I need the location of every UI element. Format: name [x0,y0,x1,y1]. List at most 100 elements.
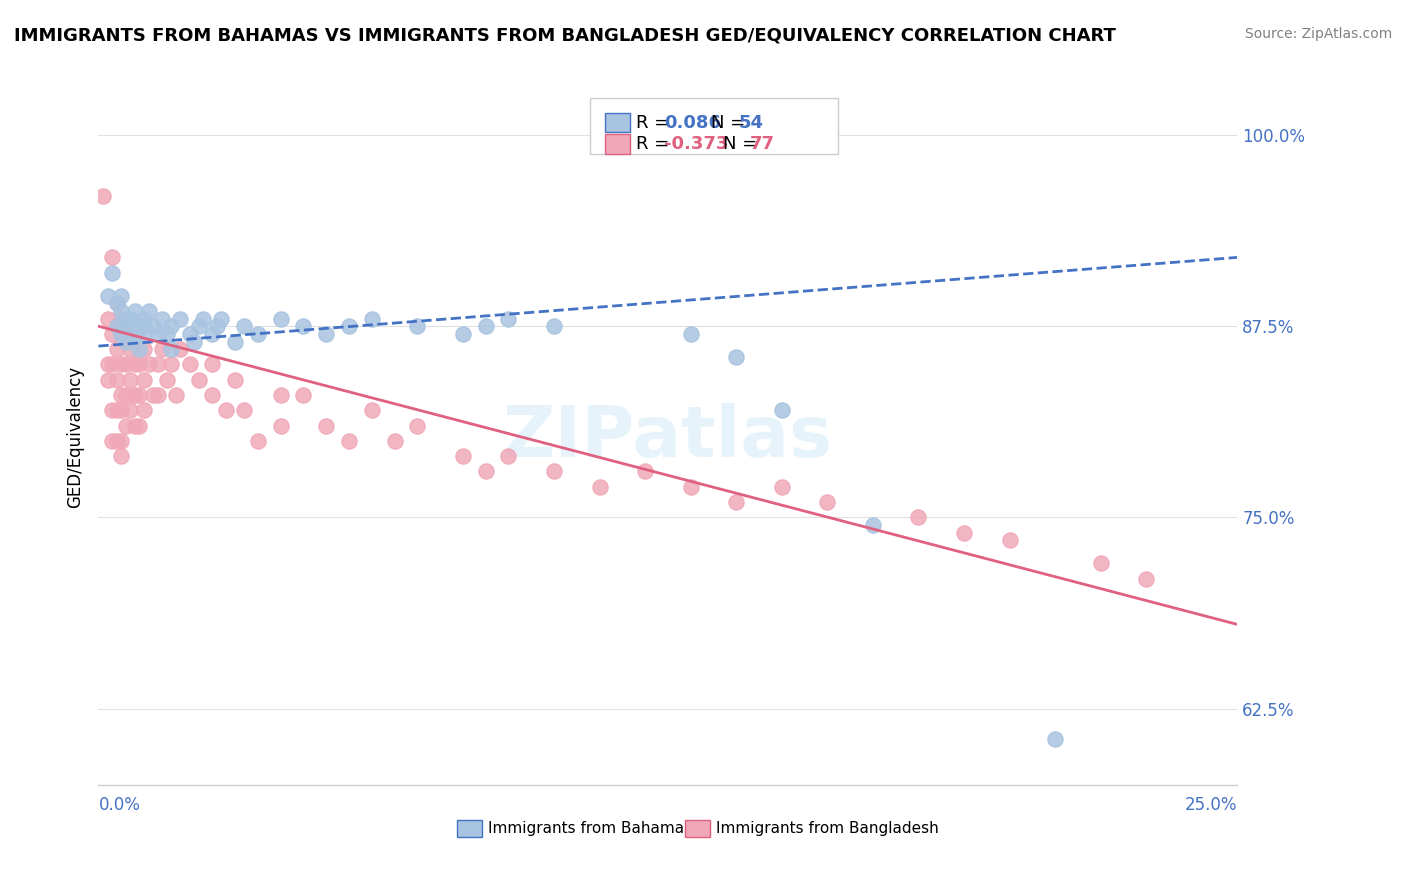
Point [150,311,173,326]
Point [498,449,520,463]
Point [105,319,128,334]
Point [384,434,406,448]
Text: Source: ZipAtlas.com: Source: ZipAtlas.com [1244,27,1392,41]
Point [337,319,360,334]
Point [146,326,169,341]
Point [224,373,246,387]
Point [142,319,165,334]
Point [451,326,474,341]
Point [201,358,224,372]
Point [128,319,150,334]
Point [105,403,128,417]
Point [114,319,136,334]
Point [187,319,209,334]
Point [120,319,142,334]
Point [96,358,118,372]
Point [270,418,292,433]
Point [120,326,142,341]
Point [160,342,183,356]
Point [246,326,269,341]
Text: IMMIGRANTS FROM BAHAMAS VS IMMIGRANTS FROM BANGLADESH GED/EQUIVALENCY CORRELATIO: IMMIGRANTS FROM BAHAMAS VS IMMIGRANTS FR… [14,27,1116,45]
Text: R =: R = [636,113,675,132]
Point [120,403,142,417]
Point [998,533,1021,548]
Point [132,342,155,356]
Point [169,342,191,356]
Point [110,449,132,463]
Text: N =: N = [711,113,751,132]
Point [114,358,136,372]
Text: R =  0.086  N = 54  
        R = -0.373  N = 77: R = 0.086 N = 54 R = -0.373 N = 77 [599,106,828,145]
Point [179,358,201,372]
Point [91,189,114,203]
Point [679,480,702,494]
Point [110,304,132,318]
Point [233,403,256,417]
Point [862,518,884,533]
Point [105,296,128,310]
Text: 25.0%: 25.0% [1185,796,1237,814]
Point [156,373,179,387]
Point [224,334,246,349]
Point [292,319,315,334]
Point [179,326,201,341]
Point [132,319,155,334]
Point [215,403,238,417]
Point [124,315,146,329]
Point [101,266,124,280]
Point [337,434,360,448]
Text: ZIPatlas: ZIPatlas [503,402,832,472]
FancyBboxPatch shape [457,820,482,837]
Text: N =: N = [723,136,762,153]
Point [543,319,565,334]
Point [128,358,150,372]
Point [270,311,292,326]
Point [953,525,976,540]
Point [128,418,150,433]
Point [246,434,269,448]
Point [110,358,132,372]
Point [770,403,793,417]
Point [205,319,228,334]
Point [114,326,136,341]
Point [543,465,565,479]
Point [124,304,146,318]
Point [114,418,136,433]
Point [132,403,155,417]
Point [183,334,205,349]
Point [725,495,748,509]
Point [142,388,165,402]
Point [110,288,132,302]
Y-axis label: GED/Equivalency: GED/Equivalency [66,366,84,508]
Point [120,342,142,356]
Point [105,434,128,448]
Text: 0.086: 0.086 [665,113,721,132]
Point [498,311,520,326]
Point [193,311,215,326]
Point [233,319,256,334]
Point [201,388,224,402]
Point [110,434,132,448]
Text: Immigrants from Bahamas: Immigrants from Bahamas [488,821,692,836]
Point [406,319,429,334]
Point [451,449,474,463]
Point [110,388,132,402]
Text: Immigrants from Bangladesh: Immigrants from Bangladesh [716,821,938,836]
Point [132,326,155,341]
Point [132,311,155,326]
FancyBboxPatch shape [605,135,630,154]
Point [96,288,118,302]
Point [120,373,142,387]
Point [146,358,169,372]
Text: 77: 77 [749,136,775,153]
Point [474,465,496,479]
Point [160,319,183,334]
Text: 54: 54 [738,113,763,132]
Point [907,510,929,524]
Point [105,342,128,356]
Point [124,358,146,372]
Text: -0.373: -0.373 [665,136,728,153]
Point [1090,556,1112,570]
Point [474,319,496,334]
Point [156,326,179,341]
